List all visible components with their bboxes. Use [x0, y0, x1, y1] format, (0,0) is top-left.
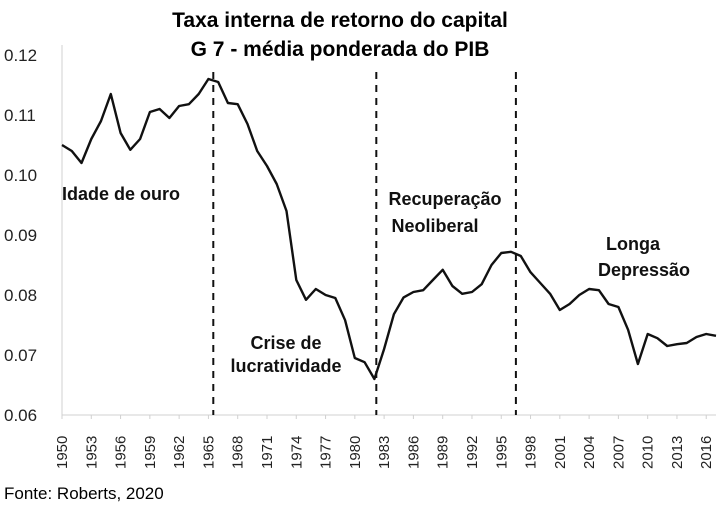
y-tick-label: 0.08 — [4, 286, 37, 305]
x-tick-label: 2004 — [581, 436, 598, 469]
x-tick-label: 1998 — [523, 436, 540, 469]
x-tick-label: 2010 — [640, 436, 657, 469]
y-tick-label: 0.10 — [4, 166, 37, 185]
x-tick-label: 1992 — [464, 436, 481, 469]
series-line-1 — [61, 77, 717, 381]
x-tick-label: 1980 — [347, 436, 364, 469]
y-tick-label: 0.07 — [4, 346, 37, 365]
x-tick-label: 1959 — [142, 436, 159, 469]
x-tick-label: 1995 — [493, 436, 510, 469]
x-tick-label: 1983 — [376, 436, 393, 469]
x-tick-label: 1968 — [230, 436, 247, 469]
x-tick-label: 1986 — [405, 436, 422, 469]
y-tick-label: 0.11 — [4, 106, 36, 125]
annotation-idade: Idade de ouro — [62, 184, 180, 204]
x-tick-label: 1977 — [318, 436, 335, 469]
x-tick-label: 2001 — [552, 436, 569, 469]
y-tick-label: 0.12 — [4, 46, 37, 65]
x-tick-label: 2007 — [610, 436, 627, 469]
x-tick-label: 1950 — [54, 436, 71, 469]
annotation-longa: Longa — [606, 234, 661, 254]
chart-title-line-2: G 7 - média ponderada do PIB — [191, 38, 490, 61]
x-tick-label: 1989 — [435, 436, 452, 469]
annotation-crise: lucratividade — [230, 356, 341, 376]
annotation-recuperacao: Recuperação — [388, 189, 501, 209]
x-tick-label: 2016 — [698, 436, 715, 469]
x-tick-label: 1956 — [113, 436, 130, 469]
annotation-crise: Crise de — [250, 333, 321, 353]
x-tick-label: 1962 — [171, 436, 188, 469]
y-tick-label: 0.09 — [4, 226, 37, 245]
source-caption: Fonte: Roberts, 2020 — [4, 484, 164, 503]
roi-line-chart: Taxa interna de retorno do capital G 7 - … — [4, 9, 717, 469]
annotation-recuperacao: Neoliberal — [391, 216, 478, 236]
chart-title-line-1: Taxa interna de retorno do capital — [172, 9, 508, 32]
y-tick-label: 0.06 — [4, 406, 37, 425]
x-tick-label: 1953 — [83, 436, 100, 469]
x-tick-label: 1971 — [259, 436, 276, 469]
x-tick-label: 1965 — [200, 436, 217, 469]
annotation-longa: Depressão — [598, 260, 690, 280]
x-tick-label: 1974 — [288, 436, 305, 469]
x-tick-label: 2013 — [669, 436, 686, 469]
